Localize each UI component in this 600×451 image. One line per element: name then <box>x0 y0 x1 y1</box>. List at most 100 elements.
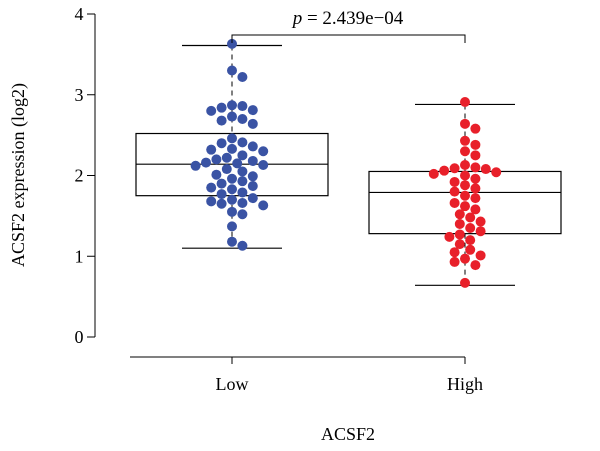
data-point-low <box>216 189 227 200</box>
data-point-low <box>216 178 227 189</box>
data-point-low <box>211 154 222 165</box>
data-point-high <box>460 253 470 264</box>
x-ticks: Low High <box>216 357 483 394</box>
x-tick-label: High <box>447 374 483 394</box>
y-tick-label: 3 <box>75 85 84 105</box>
data-point-high <box>465 222 476 233</box>
data-point-high <box>465 212 476 223</box>
data-point-high <box>470 139 481 150</box>
y-tick-label: 4 <box>75 4 84 24</box>
data-point-high <box>460 201 470 212</box>
data-point-low <box>247 193 258 204</box>
data-point-low <box>206 196 217 207</box>
data-point-high <box>491 167 502 178</box>
data-point-low <box>201 157 211 168</box>
data-point-high <box>475 250 486 261</box>
data-point-high <box>470 123 481 134</box>
data-point-high <box>428 168 439 179</box>
data-point-high <box>454 209 465 220</box>
data-point-high <box>475 216 486 227</box>
data-point-low <box>237 176 248 187</box>
data-point-low <box>227 194 237 205</box>
data-point-low <box>237 71 248 82</box>
data-point-low <box>237 113 248 124</box>
data-point-high <box>449 247 460 258</box>
data-point-low <box>227 206 237 217</box>
data-point-low <box>237 187 248 198</box>
data-point-low <box>227 38 237 49</box>
x-axis-label: ACSF2 <box>321 424 375 444</box>
data-point-low <box>227 65 237 76</box>
data-point-high <box>460 180 470 191</box>
data-point-low <box>258 160 269 171</box>
data-point-low <box>237 101 248 112</box>
y-tick-label: 1 <box>75 246 84 266</box>
data-point-high <box>454 239 465 250</box>
y-tick-label: 0 <box>75 327 84 347</box>
data-point-high <box>460 160 470 171</box>
data-point-low <box>232 158 243 169</box>
points <box>190 38 502 288</box>
data-point-high <box>449 256 460 267</box>
data-point-low <box>216 198 227 209</box>
data-point-low <box>227 184 237 195</box>
significance-bracket <box>231 34 466 43</box>
data-point-low <box>227 236 237 247</box>
y-axis-label: ACSF2 expression (log2) <box>8 83 29 267</box>
data-point-high <box>449 186 460 197</box>
data-point-high <box>449 163 460 174</box>
data-point-low <box>227 143 237 154</box>
data-point-high <box>454 218 465 229</box>
data-point-low <box>237 209 248 220</box>
data-point-high <box>470 173 481 184</box>
data-point-low <box>247 118 258 129</box>
data-point-low <box>216 138 227 149</box>
data-point-high <box>439 165 450 176</box>
data-point-high <box>475 226 486 237</box>
data-point-high <box>470 150 481 161</box>
data-point-high <box>460 190 470 201</box>
x-tick-label: Low <box>216 374 249 394</box>
data-point-low <box>227 100 237 111</box>
data-point-high <box>449 176 460 187</box>
data-point-high <box>460 170 470 181</box>
p-value-text: = 2.439e−04 <box>302 8 404 29</box>
data-point-low <box>247 180 258 191</box>
data-point-low <box>258 200 269 211</box>
p-value-label: p = 2.439e−04 <box>291 8 404 29</box>
data-point-low <box>190 160 201 171</box>
data-point-high <box>449 197 460 208</box>
data-point-low <box>237 166 248 177</box>
data-point-high <box>460 135 470 146</box>
data-point-high <box>480 164 491 175</box>
data-point-high <box>470 204 481 215</box>
data-point-high <box>460 118 470 129</box>
data-point-high <box>470 162 481 173</box>
data-point-low <box>227 173 237 184</box>
data-point-low <box>211 169 222 180</box>
data-point-low <box>237 240 248 251</box>
data-point-low <box>216 115 227 126</box>
data-point-low <box>237 137 248 148</box>
data-point-high <box>460 146 470 157</box>
data-point-low <box>227 111 237 122</box>
data-point-low <box>221 164 232 175</box>
data-point-high <box>460 97 470 108</box>
axes <box>94 14 465 358</box>
p-symbol: p <box>291 8 303 29</box>
data-point-low <box>216 102 227 113</box>
data-point-high <box>454 229 465 240</box>
p-value-annotation: p = 2.439e−04 <box>231 8 466 43</box>
data-point-low <box>247 105 258 116</box>
data-point-low <box>227 133 237 144</box>
data-point-high <box>465 235 476 246</box>
data-point-low <box>206 182 217 193</box>
y-ticks: 0 1 2 3 4 <box>75 4 95 347</box>
data-point-high <box>444 231 455 242</box>
data-point-low <box>206 144 217 155</box>
data-point-low <box>247 171 258 182</box>
data-point-low <box>206 105 217 116</box>
data-point-high <box>470 193 481 204</box>
data-point-low <box>237 197 248 208</box>
